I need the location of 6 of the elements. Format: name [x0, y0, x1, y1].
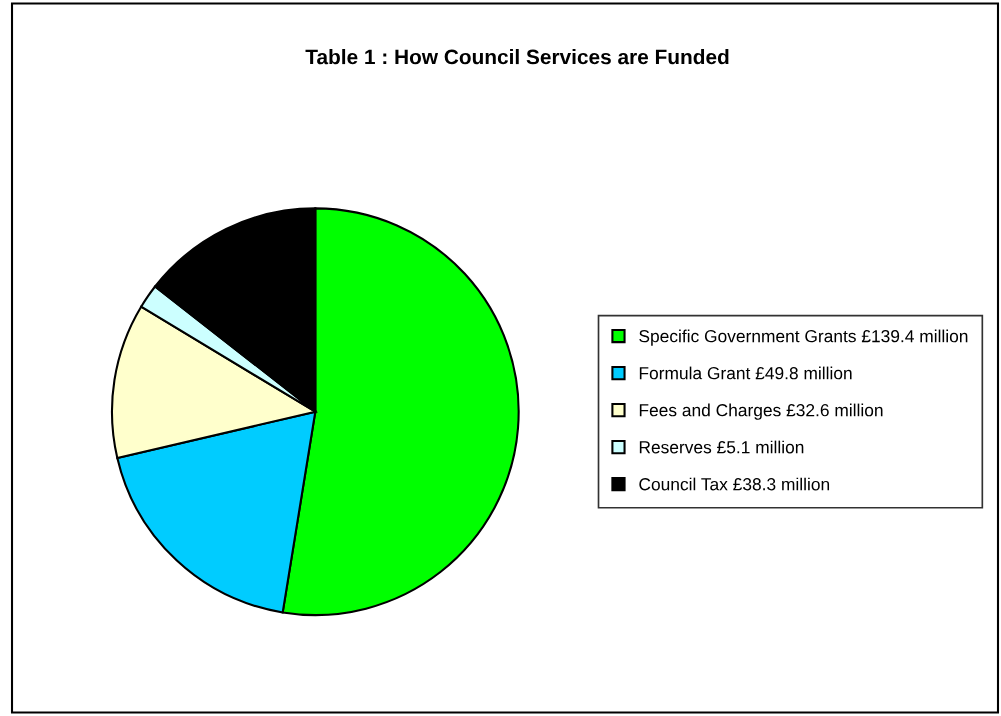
legend-label: Council Tax £38.3 million [639, 477, 830, 491]
legend-label: Formula Grant £49.8 million [639, 366, 852, 380]
legend-label: Specific Government Grants £139.4 million [639, 329, 968, 346]
legend-label: Reserves £5.1 million [639, 440, 804, 454]
chart-title: Table 1 : How Council Services are Funded [305, 49, 729, 65]
legend-label: Fees and Charges £32.6 million [639, 403, 883, 420]
